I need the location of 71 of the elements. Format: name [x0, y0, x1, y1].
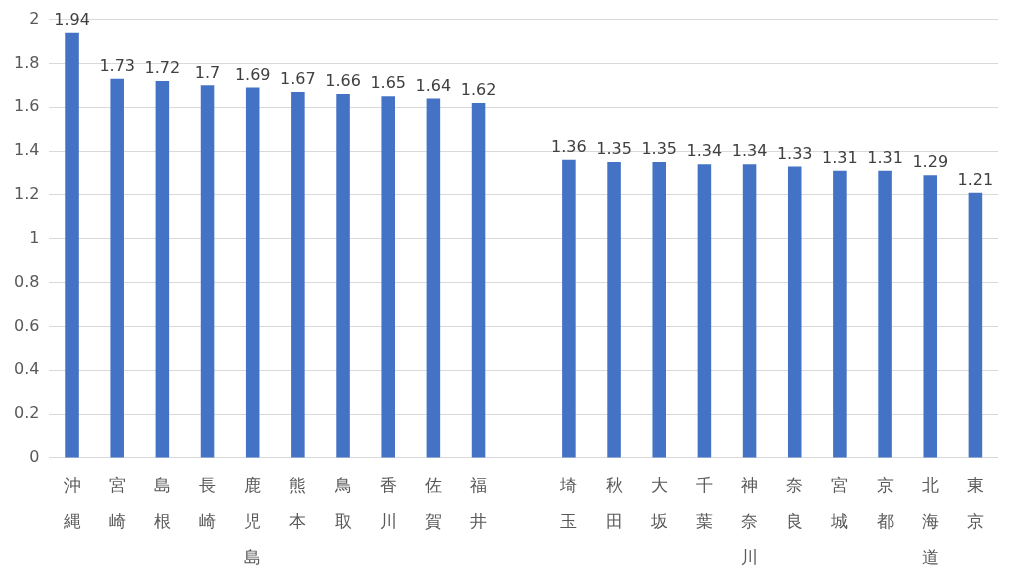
data-label: 1.62	[460, 80, 497, 100]
y-tick-label: 2	[29, 8, 40, 28]
data-label: 1.67	[280, 69, 316, 89]
x-tick-label: 長崎	[199, 475, 217, 531]
data-label: 1.7	[194, 62, 221, 82]
bar	[426, 98, 441, 458]
x-tick-label: 熊本	[289, 475, 307, 531]
data-label: 1.31	[822, 147, 858, 167]
bar	[833, 170, 847, 458]
x-tick-label: 大坂	[649, 475, 668, 531]
x-tick-label: 福井	[470, 475, 488, 531]
data-label: 1.31	[867, 147, 903, 167]
x-tick-label: 島根	[153, 475, 171, 531]
bar	[155, 80, 170, 458]
y-tick-label: 1.2	[13, 184, 40, 204]
y-tick-label: 0.6	[13, 315, 40, 335]
data-label: 1.66	[325, 71, 361, 91]
bar	[562, 159, 576, 458]
x-tick-label: 埼玉	[559, 475, 578, 531]
bar	[787, 166, 802, 458]
data-label: 1.73	[99, 55, 136, 75]
bar	[291, 91, 305, 458]
x-tick-label: 鹿児島	[244, 475, 262, 567]
y-tick-label: 0.8	[13, 271, 40, 291]
bar	[607, 162, 621, 458]
data-label: 1.65	[370, 73, 407, 93]
bar	[110, 78, 124, 458]
data-label: 1.35	[641, 139, 678, 159]
y-tick-label: 1.6	[13, 96, 40, 116]
y-tick-label: 0	[29, 447, 40, 467]
bar	[652, 162, 667, 458]
x-tick-label: 宮崎	[108, 475, 126, 531]
x-tick-label: 秋田	[605, 475, 623, 531]
x-tick-label: 奈良	[786, 475, 804, 531]
bar	[336, 94, 350, 458]
x-tick-label: 香川	[379, 475, 397, 531]
bar	[697, 164, 712, 458]
x-tick-label: 宮城	[830, 475, 849, 531]
y-tick-label: 1.4	[13, 140, 40, 160]
data-label: 1.69	[234, 64, 271, 84]
data-label: 1.64	[415, 75, 452, 95]
x-tick-label: 北海道	[921, 475, 939, 567]
x-tick-label: 東京	[966, 475, 984, 531]
data-label: 1.29	[912, 152, 949, 172]
bar	[742, 164, 757, 458]
x-tick-label: 鳥取	[333, 475, 352, 531]
y-tick-label: 1	[29, 227, 40, 247]
x-tick-label: 佐賀	[424, 475, 442, 531]
x-tick-label: 沖縄	[62, 475, 81, 531]
bar	[923, 175, 938, 458]
bar	[245, 87, 260, 458]
y-tick-label: 0.4	[13, 359, 40, 379]
bar	[381, 96, 395, 458]
data-label: 1.33	[776, 143, 813, 163]
data-label: 1.34	[731, 141, 768, 161]
data-label: 1.35	[596, 139, 632, 159]
bar	[878, 170, 892, 458]
data-label: 1.21	[957, 169, 994, 189]
bar	[200, 85, 215, 458]
bar	[968, 192, 983, 458]
x-tick-label: 神奈川	[741, 475, 759, 567]
bar	[471, 102, 486, 458]
data-label: 1.36	[551, 137, 587, 157]
bar	[65, 32, 79, 458]
data-label: 1.34	[686, 141, 723, 161]
y-tick-label: 1.8	[13, 52, 40, 72]
data-label: 1.94	[54, 9, 90, 29]
y-tick-label: 0.2	[13, 403, 40, 423]
x-tick-label: 京都	[876, 475, 894, 531]
x-tick-label: 千葉	[695, 475, 713, 531]
data-label: 1.72	[144, 58, 181, 78]
